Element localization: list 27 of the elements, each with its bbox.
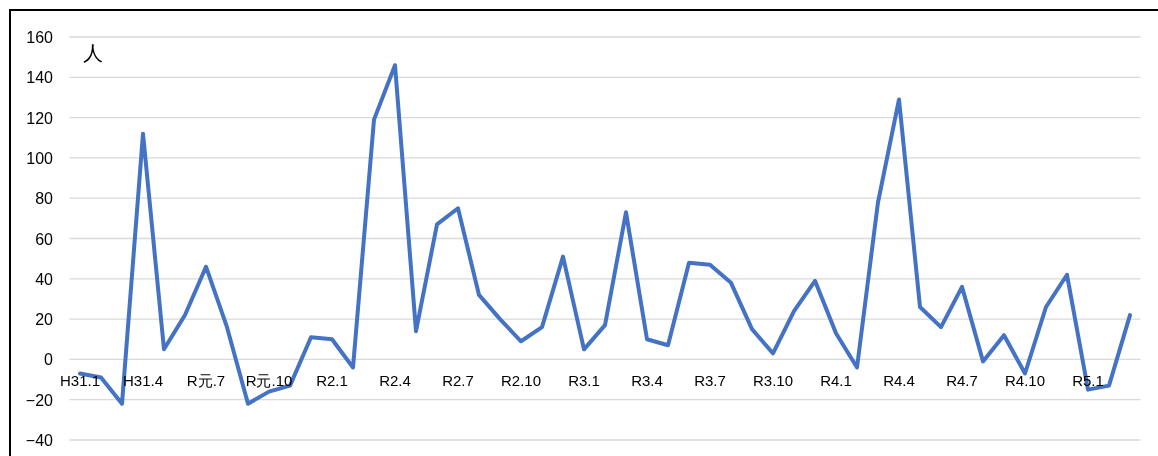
x-tick-label: R元.10	[245, 372, 293, 390]
y-tick-label: 160	[26, 29, 54, 46]
x-tick-label: R3.4	[631, 372, 663, 390]
x-tick-label: R4.4	[883, 372, 915, 390]
y-tick-label: 140	[26, 69, 54, 87]
y-tick-label: 100	[26, 149, 54, 167]
x-tick-label: R4.10	[1004, 372, 1046, 390]
y-tick-label: 60	[35, 230, 54, 248]
x-tick-label: R3.1	[568, 372, 600, 390]
x-tick-label: R4.1	[820, 372, 852, 390]
x-tick-label: R2.4	[379, 372, 411, 390]
y-tick-label: −20	[25, 391, 54, 409]
x-tick-label: R元.7	[186, 372, 226, 390]
y-tick-label: 20	[35, 311, 54, 329]
x-tick-label: R4.7	[946, 372, 978, 390]
x-tick-label: R3.7	[694, 372, 726, 390]
x-tick-label: R2.1	[316, 372, 348, 390]
y-tick-label: 40	[35, 270, 54, 288]
y-tick-label: 0	[44, 351, 54, 369]
y-tick-label: 80	[35, 190, 54, 208]
x-tick-label: R2.10	[500, 372, 542, 390]
y-tick-label: 120	[26, 109, 54, 127]
x-tick-label: H31.1	[59, 372, 101, 390]
y-axis-title: 人	[83, 42, 103, 64]
x-tick-label: R2.7	[442, 372, 474, 390]
y-tick-label: −40	[25, 432, 54, 449]
x-tick-label: R3.10	[752, 372, 794, 390]
